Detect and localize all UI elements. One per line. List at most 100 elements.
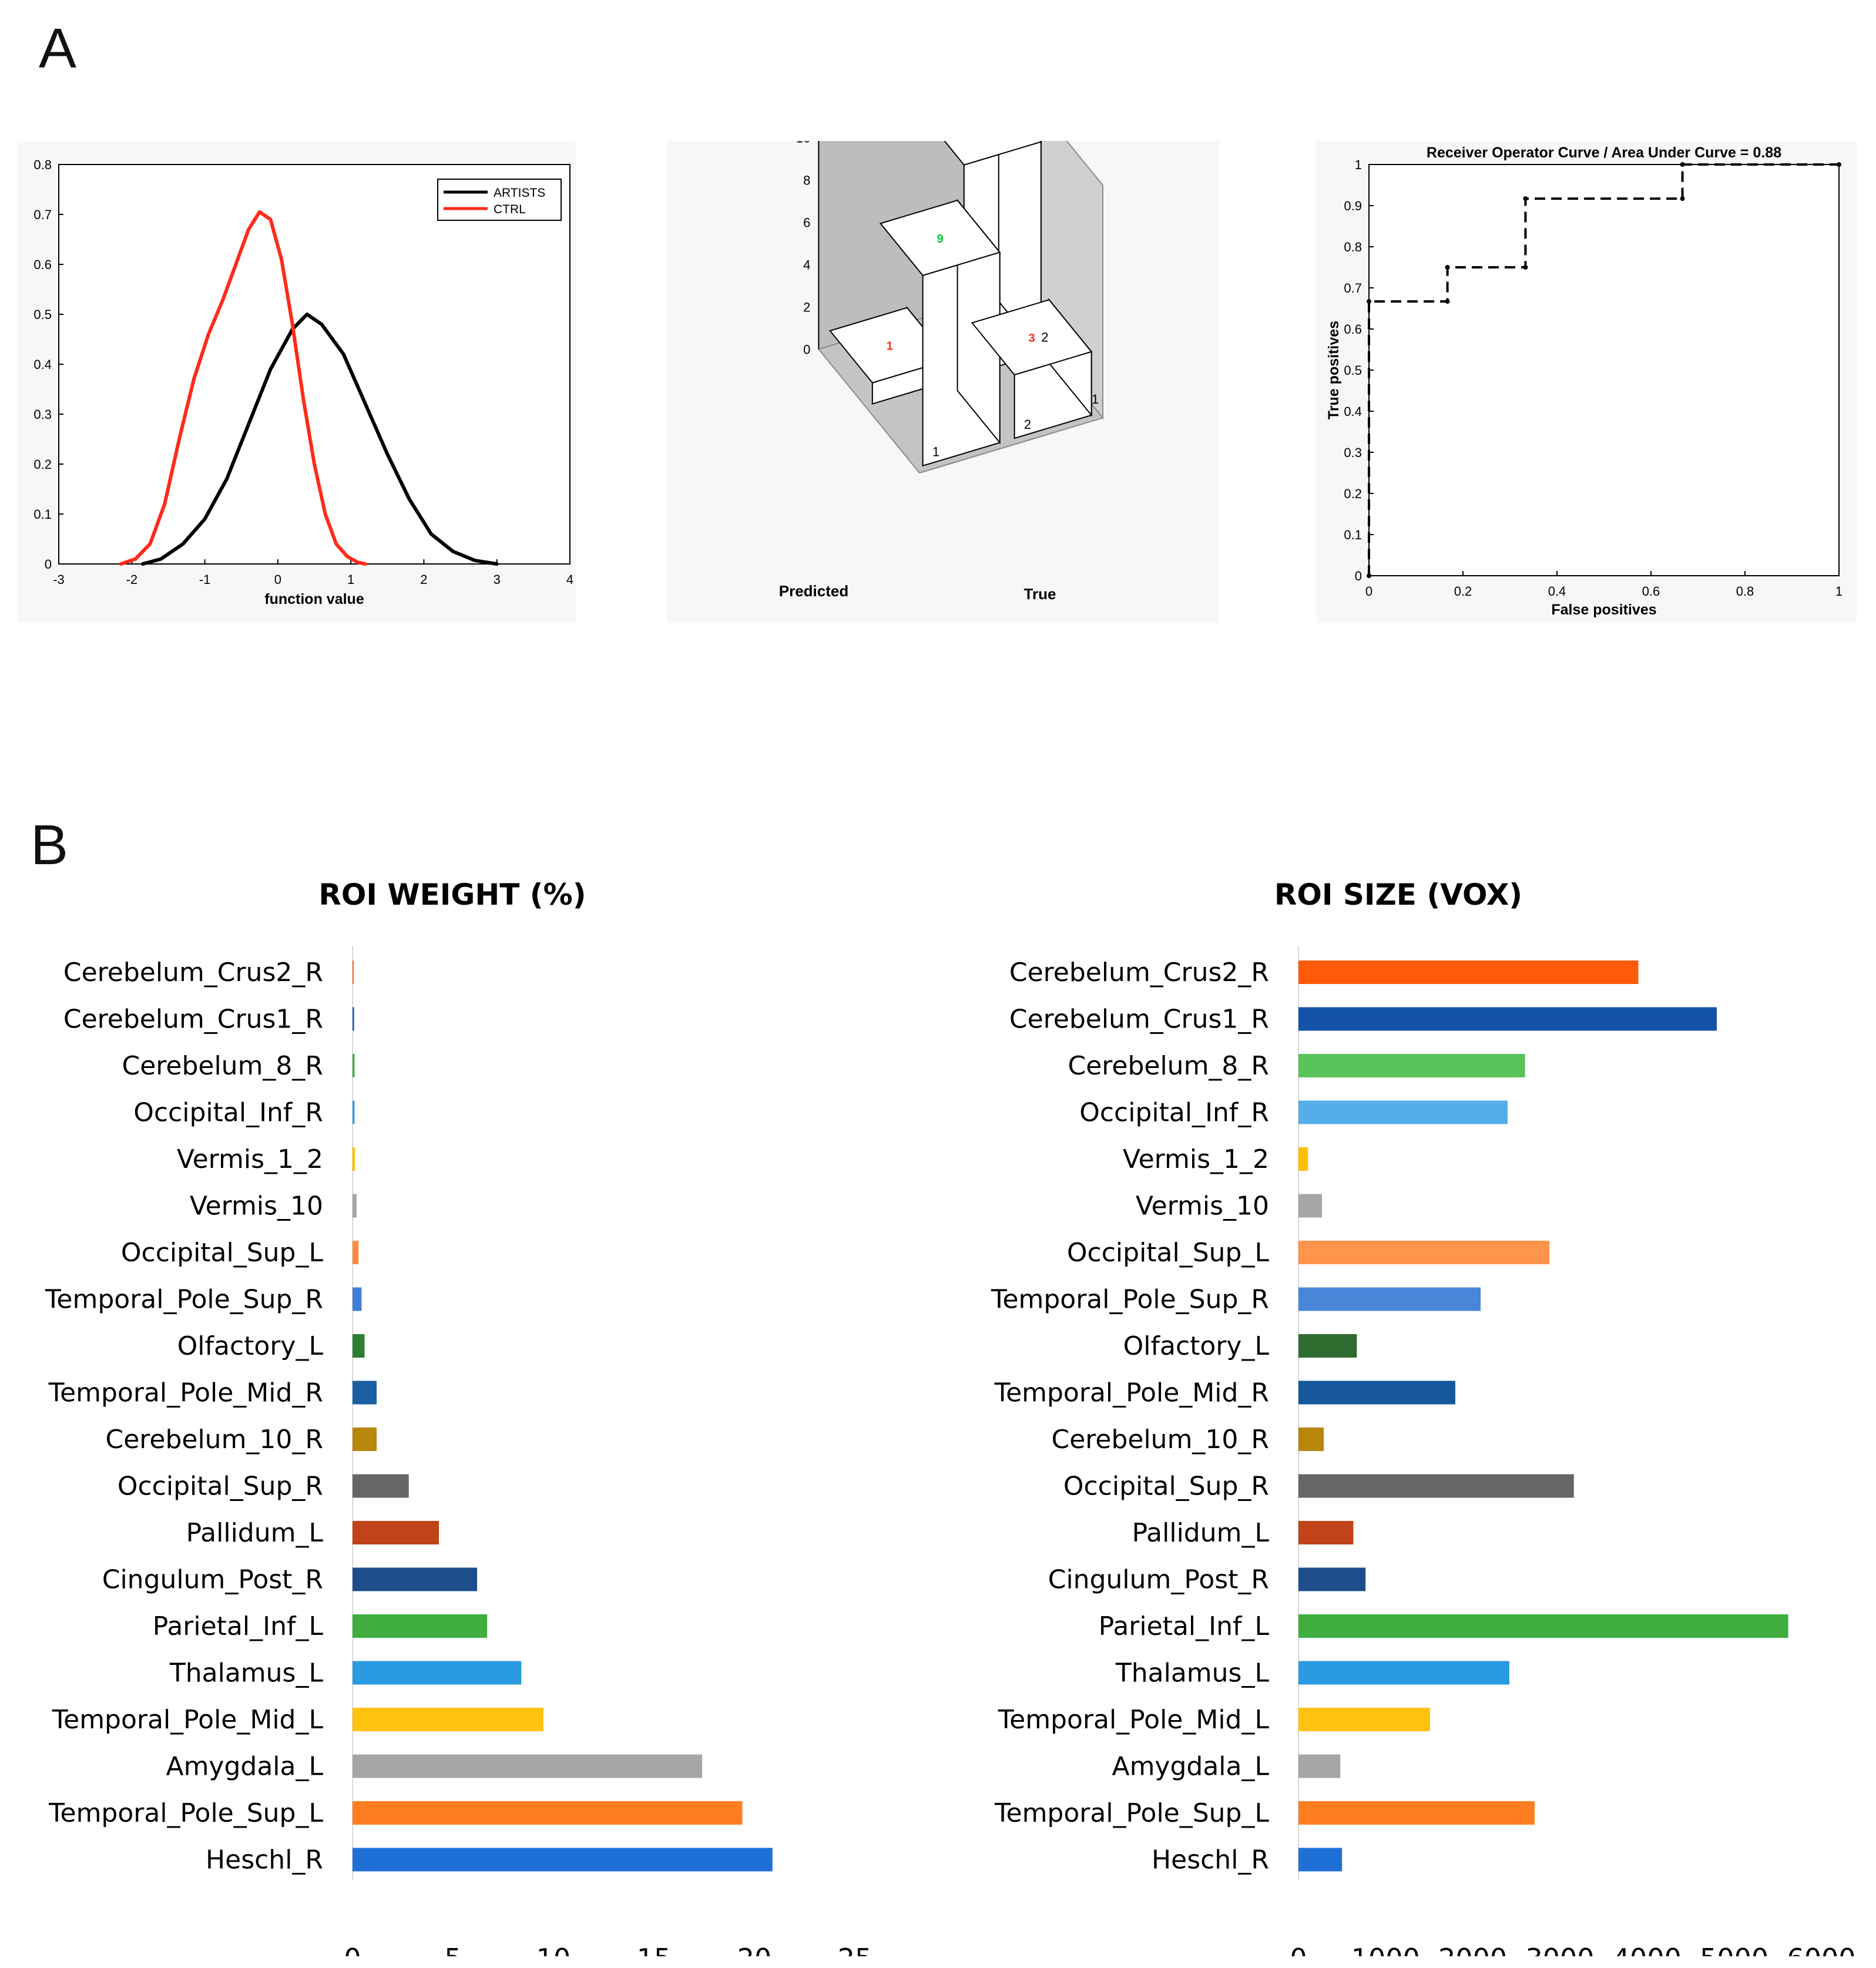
x-tick-label: 10 [536, 1943, 571, 1956]
x-tick-label: 0 [274, 572, 281, 587]
x-tick-label: 25 [838, 1943, 872, 1956]
x-tick-label: 3000 [1525, 1943, 1594, 1956]
bar-value-label: 9 [937, 233, 944, 246]
y-tick-label: 0.5 [1344, 363, 1362, 378]
bar [353, 1381, 377, 1405]
category-label: Temporal_Pole_Sup_L [994, 1798, 1269, 1828]
category-label: Amygdala_L [166, 1752, 323, 1782]
category-label: Vermis_10 [1136, 1191, 1269, 1221]
bar-top-face [944, 141, 1042, 166]
z-tick-label: 2 [803, 300, 810, 314]
roc-point [1445, 265, 1450, 270]
bar [353, 1708, 543, 1731]
z-tick-label: 4 [803, 257, 810, 272]
bar [1298, 1054, 1525, 1077]
y-axis-label: True positives [1325, 321, 1342, 419]
roc-point [1837, 162, 1841, 167]
category-label: Cerebelum_10_R [105, 1425, 323, 1455]
legend-label: CTRL [494, 203, 526, 216]
category-label: Cerebelum_Crus1_R [1009, 1005, 1269, 1035]
category-label: Occipital_Inf_R [133, 1098, 323, 1128]
y-tick-label: 0.7 [1344, 281, 1362, 295]
true-tick-label: 1 [1092, 392, 1099, 407]
category-label: Temporal_Pole_Sup_L [48, 1798, 323, 1828]
roc-point [1523, 196, 1528, 201]
x-tick-label: -3 [53, 572, 65, 587]
bar [353, 1147, 355, 1171]
bar [1298, 1241, 1550, 1264]
bar [1298, 1007, 1717, 1031]
true-tick-label: 2 [1041, 330, 1048, 344]
chart-title: ROI SIZE (VOX) [1274, 878, 1522, 912]
bar [353, 1100, 355, 1124]
x-tick-label: 0 [1290, 1943, 1307, 1956]
category-label: Occipital_Sup_L [121, 1238, 324, 1268]
category-label: Thalamus_L [1115, 1658, 1270, 1688]
panel-letter-b: B [31, 814, 69, 876]
category-label: Olfactory_L [1123, 1331, 1270, 1361]
category-label: Temporal_Pole_Mid_L [52, 1705, 324, 1735]
category-label: Temporal_Pole_Mid_L [998, 1705, 1270, 1735]
x-tick-label: 0.4 [1548, 584, 1566, 599]
y-tick-label: 0 [45, 557, 52, 572]
bar [353, 1754, 703, 1778]
x-tick-label: 0 [344, 1943, 361, 1956]
bar [353, 1661, 522, 1685]
category-label: Pallidum_L [1132, 1518, 1270, 1548]
roc-point [1367, 299, 1371, 304]
bar [353, 1334, 365, 1358]
y-tick-label: 0.8 [33, 157, 52, 172]
roc-point [1523, 265, 1528, 270]
category-label: Olfactory_L [177, 1331, 324, 1361]
x-tick-label: 0.2 [1454, 584, 1472, 599]
chart-title: ROI WEIGHT (%) [318, 878, 586, 912]
roc-point [1680, 196, 1685, 201]
y-tick-label: 0.1 [33, 507, 52, 522]
y-tick-label: 0.6 [1344, 322, 1362, 337]
x-tick-label: 1 [1835, 584, 1843, 599]
category-label: Cerebelum_Crus1_R [63, 1005, 323, 1035]
y-tick-label: 0.3 [33, 407, 52, 422]
predicted-axis-label: Predicted [779, 582, 849, 600]
category-label: Heschl_R [1152, 1845, 1269, 1875]
x-tick-label: 1 [347, 572, 354, 587]
bar [353, 1287, 362, 1311]
x-tick-label: 2000 [1438, 1943, 1507, 1956]
category-label: Cingulum_Post_R [102, 1565, 323, 1595]
bar [1298, 1147, 1308, 1171]
predicted-tick-label: 1 [932, 445, 939, 459]
x-tick-label: 5 [444, 1943, 461, 1956]
bar [353, 1428, 377, 1451]
y-tick-label: 0.3 [1344, 445, 1362, 460]
bar-value-label: 3 [1029, 332, 1035, 345]
roc-chart: Receiver Operator Curve / Area Under Cur… [1316, 141, 1857, 623]
category-label: Pallidum_L [186, 1518, 324, 1548]
roc-point [1445, 299, 1450, 304]
y-tick-label: 0 [1355, 569, 1362, 583]
y-tick-label: 0.5 [33, 307, 52, 322]
y-tick-label: 0.7 [33, 207, 52, 222]
category-label: Temporal_Pole_Sup_R [991, 1285, 1269, 1315]
roc-point [1367, 573, 1371, 578]
bar [1298, 1661, 1509, 1685]
bar [1298, 1614, 1788, 1638]
category-label: Cerebelum_Crus2_R [63, 958, 323, 988]
x-tick-label: 5000 [1700, 1943, 1768, 1956]
bar [353, 1194, 357, 1218]
category-label: Occipital_Sup_R [1063, 1472, 1269, 1502]
x-tick-label: 0.8 [1736, 584, 1754, 599]
x-tick-label: -2 [126, 572, 138, 587]
x-tick-label: 3 [494, 572, 501, 587]
bar [353, 1614, 488, 1638]
legend-label: ARTISTS [494, 186, 545, 200]
x-tick-label: 20 [737, 1943, 772, 1956]
bar [353, 1054, 355, 1077]
category-label: Thalamus_L [169, 1658, 324, 1688]
bar [1298, 1287, 1481, 1311]
x-tick-label: 0 [1365, 584, 1372, 599]
x-axis-label: function value [264, 591, 364, 607]
z-tick-label: 0 [803, 342, 810, 357]
density-chart: -3 -2 -1 0 1 2 3 4 0 0.1 0.2 0.3 0.4 0.5 0.6 0.7 0.8 func… [18, 141, 576, 623]
y-tick-label: 0.9 [1344, 199, 1362, 213]
roi-weight-chart: ROI WEIGHT (%) Cerebelum_Crus2_R Cerebelum… [45, 878, 872, 1956]
